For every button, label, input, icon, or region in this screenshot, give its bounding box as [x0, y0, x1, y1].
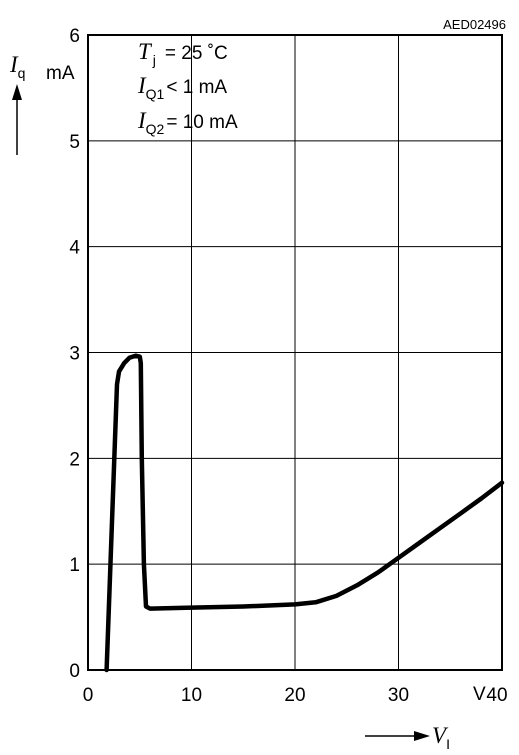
y-tick-label: 6: [69, 26, 80, 47]
series-line-iq: [104, 353, 505, 673]
x-tick-label: 10: [181, 685, 202, 706]
x-tick-label: 40: [486, 685, 507, 706]
figure-code: AED02496: [443, 17, 506, 32]
y-tick-label: 2: [69, 449, 80, 470]
x-tick-label: 30: [388, 685, 409, 706]
plot-frame: [87, 34, 503, 671]
y-tick-label: 1: [69, 555, 80, 576]
condition-iq1: IQ1 < 1 mA: [137, 73, 227, 102]
x-axis-label: VI: [432, 723, 450, 752]
x-axis-subscript: I: [446, 736, 450, 752]
condition-iq2: IQ2 = 10 mA: [137, 108, 238, 137]
y-tick-label: 3: [69, 344, 80, 365]
x-tick-labels: 0 10 20 30 40: [83, 685, 508, 706]
y-tick-label: 4: [69, 238, 80, 259]
x-axis-unit: V: [473, 684, 486, 705]
y-axis-arrow-head: [12, 84, 22, 100]
y-axis-subscript: q: [18, 65, 26, 81]
y-axis-unit: mA: [46, 63, 75, 84]
y-tick-labels: 0 1 2 3 4 5 6: [69, 26, 80, 682]
x-tick-label: 20: [284, 685, 305, 706]
y-tick-label: 5: [69, 132, 80, 153]
y-tick-label: 0: [69, 661, 80, 682]
y-axis-symbol: I: [9, 52, 19, 77]
y-axis-label: Iq: [9, 52, 25, 81]
x-axis-arrow-head: [414, 731, 430, 741]
grid-lines: [88, 35, 502, 670]
x-axis-symbol: V: [432, 723, 449, 748]
x-tick-label: 0: [83, 685, 94, 706]
